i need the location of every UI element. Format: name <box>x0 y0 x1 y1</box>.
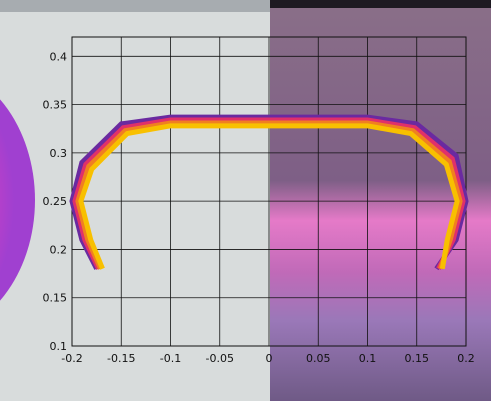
y-tick-label: 0.2 <box>50 243 68 256</box>
x-tick-label: -0.2 <box>61 352 82 365</box>
x-tick-label: 0.2 <box>457 352 475 365</box>
y-tick-label: 0.35 <box>43 99 68 112</box>
page: {"chart_data": {"type": "line", "xlim": … <box>0 0 491 401</box>
x-tick-label: 0.15 <box>405 352 430 365</box>
top-band <box>0 0 270 12</box>
photo-top <box>270 0 491 8</box>
x-tick-label: -0.1 <box>160 352 181 365</box>
x-tick-label: -0.15 <box>107 352 135 365</box>
x-tick-label: 0.05 <box>306 352 331 365</box>
y-tick-label: 0.4 <box>50 50 68 63</box>
x-tick-label: -0.05 <box>206 352 234 365</box>
y-tick-label: 0.3 <box>50 147 68 160</box>
x-tick-label: 0 <box>266 352 273 365</box>
chart: 0.1 0.15 0.2 0.25 0.3 0.35 0.4 -0.2 -0.15 -0.1 -0.… <box>0 0 491 401</box>
y-tick-label: 0.15 <box>43 292 68 305</box>
x-tick-label: 0.1 <box>359 352 377 365</box>
y-tick-label: 0.25 <box>43 195 68 208</box>
